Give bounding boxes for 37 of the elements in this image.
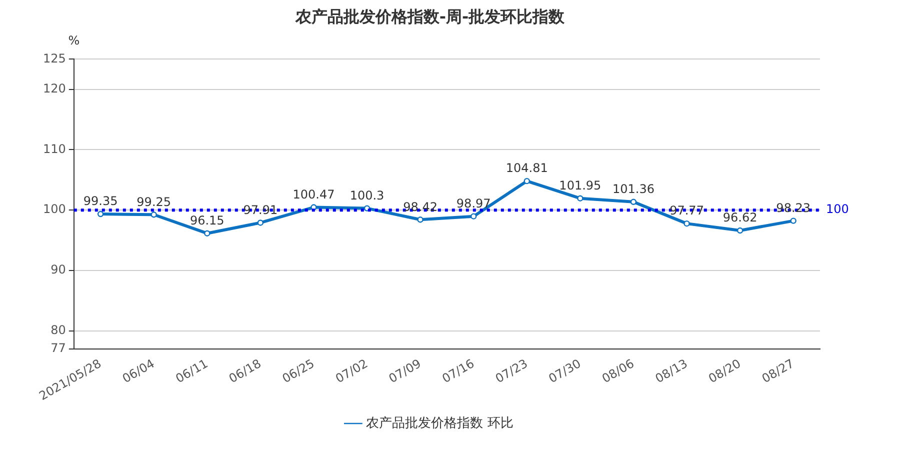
- data-label: 99.25: [136, 194, 172, 209]
- data-label: 101.95: [559, 178, 602, 192]
- y-tick-label: 80: [50, 322, 66, 337]
- data-label: 98.42: [403, 200, 438, 214]
- y-tick-label: 120: [43, 82, 66, 96]
- point: [150, 212, 157, 218]
- point: [577, 195, 584, 202]
- point: [790, 218, 796, 224]
- chart-title: 农产品批发价格指数-周-批发环比指数: [294, 6, 566, 26]
- data-label: 98.23: [776, 200, 811, 215]
- point: [470, 213, 477, 220]
- data-label: 100.47: [292, 187, 335, 202]
- point: [524, 178, 530, 184]
- y-tick-label: 100: [43, 202, 66, 216]
- point: [736, 227, 744, 234]
- point: [257, 220, 264, 226]
- point: [204, 230, 210, 236]
- data-label: 97.77: [670, 204, 704, 218]
- data-label: 99.35: [83, 194, 118, 208]
- ref-line-label: 100: [826, 202, 849, 216]
- data-label: 101.36: [612, 182, 654, 196]
- y-tick-label: 110: [43, 142, 66, 156]
- y-tick-label: 90: [50, 262, 66, 277]
- data-label: 98.97: [456, 196, 491, 210]
- data-label: 96.15: [190, 213, 224, 228]
- data-label: 100.3: [350, 188, 384, 202]
- point: [630, 198, 637, 205]
- point: [417, 216, 424, 223]
- data-label: 104.81: [506, 161, 548, 176]
- point: [97, 210, 104, 218]
- legend-label: 农产品批发价格指数 环比: [366, 416, 514, 431]
- point: [684, 220, 690, 227]
- y-axis-title: %: [68, 33, 80, 48]
- y-tick-label: 77: [50, 341, 66, 356]
- y-tick-label: 125: [43, 51, 66, 66]
- data-label: 96.62: [722, 210, 758, 225]
- data-label: 97.91: [243, 202, 278, 217]
